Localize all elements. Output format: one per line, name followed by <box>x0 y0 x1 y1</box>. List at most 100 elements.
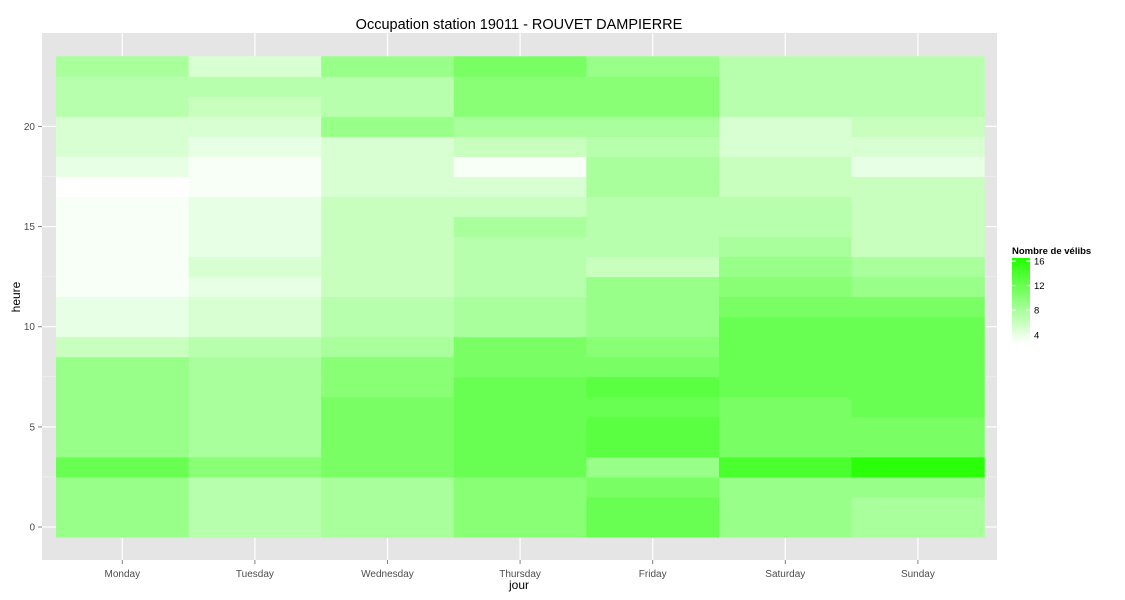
heatmap-cell <box>453 456 587 478</box>
y-tick-label: 15 <box>24 222 36 233</box>
heatmap-cell <box>321 276 455 298</box>
heatmap-cell <box>453 96 587 117</box>
heatmap-cell <box>453 376 587 398</box>
heatmap-cell <box>586 316 720 338</box>
heatmap-cell <box>188 316 322 338</box>
heatmap-cell <box>851 196 985 218</box>
heatmap-cell <box>851 96 985 117</box>
legend-label: 12 <box>1034 281 1045 292</box>
heatmap-cell <box>56 256 190 278</box>
heatmap-cell <box>453 276 587 298</box>
heatmap-cell <box>851 436 985 458</box>
heatmap-cell <box>851 356 985 378</box>
heatmap-cell <box>188 136 322 157</box>
heatmap-cell <box>188 376 322 398</box>
y-tick-label: 20 <box>24 122 36 133</box>
heatmap-cell <box>188 96 322 117</box>
heatmap-cell <box>453 196 587 218</box>
heatmap-cell <box>586 416 720 438</box>
heatmap-cell <box>719 76 853 97</box>
legend-label: 16 <box>1034 257 1045 268</box>
heatmap-cell <box>56 56 190 77</box>
heatmap-cell <box>586 96 720 117</box>
heatmap-cell <box>453 516 587 538</box>
heatmap-cell <box>56 216 190 238</box>
heatmap-cell <box>719 176 853 198</box>
heatmap-cell <box>719 396 853 418</box>
heatmap-cell <box>719 236 853 258</box>
heatmap-cell <box>586 396 720 418</box>
x-tick-label: Thursday <box>499 569 541 580</box>
heatmap-cell <box>56 496 190 518</box>
heatmap-cell <box>586 376 720 398</box>
heatmap-cell <box>321 236 455 258</box>
chart-title: Occupation station 19011 - ROUVET DAMPIE… <box>356 17 683 33</box>
heatmap-cell <box>321 436 455 458</box>
heatmap-cell <box>851 156 985 177</box>
heatmap-cell <box>188 56 322 77</box>
heatmap-cell <box>321 296 455 318</box>
heatmap-cell <box>56 456 190 478</box>
heatmap-cell <box>188 496 322 518</box>
heatmap-cell <box>56 436 190 458</box>
heatmap-cell <box>851 176 985 198</box>
y-tick-label: 5 <box>29 422 35 433</box>
heatmap-cell <box>321 76 455 97</box>
heatmap-cell <box>851 396 985 418</box>
heatmap-cell <box>453 416 587 438</box>
heatmap-cell <box>188 456 322 478</box>
heatmap-cell <box>188 396 322 418</box>
heatmap-cell <box>851 236 985 258</box>
heatmap-cell <box>188 256 322 278</box>
heatmap-cell <box>56 156 190 177</box>
heatmap-cell <box>321 96 455 117</box>
heatmap-cell <box>321 176 455 198</box>
heatmap-cell <box>321 316 455 338</box>
heatmap-cell <box>321 216 455 238</box>
heatmap-cell <box>453 496 587 518</box>
heatmap-cell <box>851 516 985 538</box>
heatmap-cell <box>719 216 853 238</box>
heatmap-cell <box>321 456 455 478</box>
heatmap-cell <box>586 436 720 458</box>
heatmap-cell <box>719 136 853 157</box>
heatmap-cell <box>453 56 587 77</box>
heatmap-cell <box>719 296 853 318</box>
heatmap-cell <box>719 356 853 378</box>
heatmap-cell <box>321 56 455 77</box>
heatmap-cell <box>851 376 985 398</box>
heatmap-cell <box>56 96 190 117</box>
heatmap-cell <box>56 296 190 318</box>
y-axis-title: heure <box>9 281 23 312</box>
heatmap-cell <box>719 316 853 338</box>
heatmap-cell <box>719 116 853 137</box>
heatmap-cell <box>453 396 587 418</box>
heatmap-cell <box>719 276 853 298</box>
heatmap-cell <box>851 496 985 518</box>
heatmap-cell <box>719 476 853 498</box>
heatmap-cell <box>321 396 455 418</box>
heatmap-cell <box>188 276 322 298</box>
heatmap-cell <box>453 336 587 358</box>
heatmap-cell <box>851 336 985 358</box>
heatmap-cell <box>851 276 985 298</box>
heatmap-cell <box>188 216 322 238</box>
heatmap-cell <box>851 116 985 137</box>
heatmap-cell <box>188 356 322 378</box>
heatmap-cell <box>321 476 455 498</box>
heatmap-cell <box>321 416 455 438</box>
heatmap-cell <box>586 476 720 498</box>
heatmap-cell <box>851 416 985 438</box>
y-tick-label: 0 <box>29 523 35 534</box>
heatmap-cell <box>321 336 455 358</box>
legend-title: Nombre de vélibs <box>1012 246 1091 257</box>
heatmap-cell <box>586 256 720 278</box>
heatmap-cell <box>188 416 322 438</box>
heatmap-cell <box>321 196 455 218</box>
heatmap-cell <box>56 396 190 418</box>
heatmap-cell <box>188 436 322 458</box>
legend-label: 4 <box>1034 330 1039 341</box>
heatmap-cell <box>586 196 720 218</box>
heatmap-cell <box>851 296 985 318</box>
